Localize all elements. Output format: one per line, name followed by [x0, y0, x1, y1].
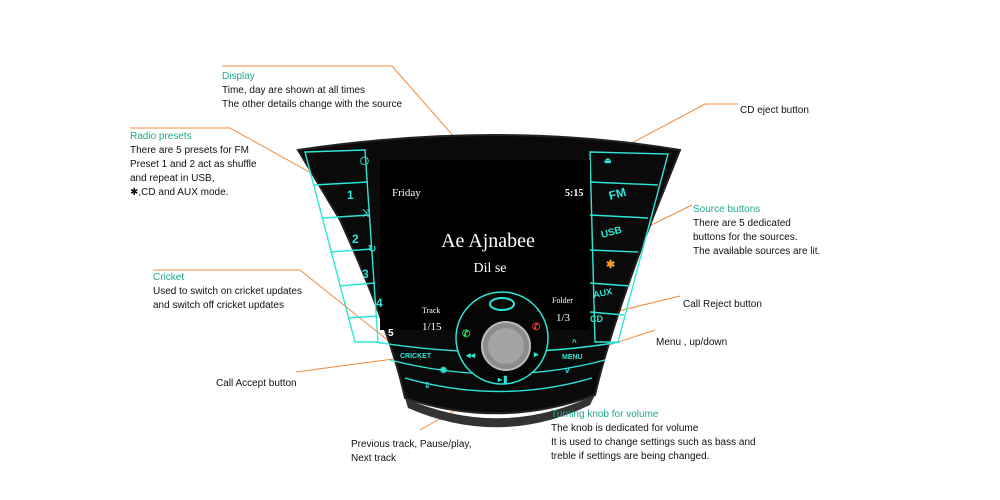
preset-3-label[interactable]: 3 [362, 267, 369, 281]
annotation-knob-line: treble if settings are being changed. [551, 451, 710, 462]
cricket-label[interactable]: CRICKET [400, 353, 432, 360]
cd-eject-icon[interactable]: ⏏ [604, 156, 612, 165]
annotation-display-line: The other details change with the source [222, 99, 403, 110]
annotation-cricket-line: and switch off cricket updates [153, 300, 284, 311]
annotation-call-accept: Call Accept button [216, 377, 297, 391]
annotation-call-reject-line: Call Reject button [683, 299, 762, 310]
annotation-menu-line: Menu , up/down [656, 337, 728, 348]
annotation-display-line: Time, day are shown at all times [222, 85, 366, 96]
preset-4-label[interactable]: 4 [376, 296, 383, 310]
annotation-cricket-line: Used to switch on cricket updates [153, 286, 302, 297]
annotation-source: Source buttons There are 5 dedicated but… [693, 203, 820, 259]
screen-folder-label: Folder [552, 296, 573, 305]
annotation-presets-line: There are 5 presets for FM [130, 145, 249, 156]
previous-track-icon[interactable]: ◂◂ [465, 350, 476, 360]
annotation-cricket: Cricket Used to switch on cricket update… [153, 271, 302, 313]
annotation-presets-line: and repeat in USB, [130, 173, 215, 184]
annotation-source-line: buttons for the sources. [693, 232, 798, 243]
annotation-knob: Turning knob for volume The knob is dedi… [551, 408, 756, 464]
annotation-source-line: The available sources are lit. [693, 246, 821, 257]
annotation-presets: Radio presets There are 5 presets for FM… [130, 130, 257, 200]
source-cd-label[interactable]: CD [590, 314, 603, 324]
device-base [405, 395, 595, 428]
logo-icon [489, 297, 515, 311]
leader-presets [130, 127, 321, 179]
preset-2-label[interactable]: 2 [352, 232, 359, 246]
preset-1-label[interactable]: 1 [347, 188, 354, 202]
screen-day: Friday [392, 187, 421, 199]
annotation-prev-next-line: Next track [351, 453, 397, 464]
play-pause-icon[interactable]: ▸❚ [497, 375, 509, 385]
annotation-source-heading: Source buttons [693, 204, 761, 215]
annotation-call-accept-line: Call Accept button [216, 378, 297, 389]
annotation-cd-eject: CD eject button [740, 104, 809, 118]
screen-album: Dil se [473, 261, 506, 276]
repeat-icon: ↻ [368, 244, 376, 255]
annotation-knob-line: The knob is dedicated for volume [551, 423, 699, 434]
annotation-source-line: There are 5 dedicated [693, 218, 791, 229]
menu-down-icon[interactable]: v [565, 366, 570, 375]
annotation-call-reject: Call Reject button [683, 298, 762, 312]
preset-5-label[interactable]: 5 [388, 328, 394, 339]
shuffle-icon: ⤨ [362, 208, 371, 219]
screen-song: Ae Ajnabee [441, 230, 535, 252]
annotation-knob-line: It is used to change settings such as ba… [551, 437, 756, 448]
annotation-display-heading: Display [222, 71, 255, 82]
annotation-presets-heading: Radio presets [130, 131, 192, 142]
next-track-icon[interactable]: ▸ [533, 349, 539, 359]
annotation-menu: Menu , up/down [656, 336, 727, 350]
menu-up-icon[interactable]: ^ [572, 338, 577, 347]
annotation-cricket-heading: Cricket [153, 272, 185, 283]
screen-folder-value: 1/3 [556, 312, 571, 324]
annotation-cd-eject-line: CD eject button [740, 105, 809, 116]
usb-icon[interactable]: ⇩ [424, 381, 431, 390]
leader-cricket [153, 269, 401, 351]
screen-track-label: Track [422, 306, 440, 315]
bluetooth-icon: ✱ [130, 187, 139, 198]
source-aux-label[interactable]: AUX [592, 286, 613, 300]
annotation-display: Display Time, day are shown at all times… [222, 70, 402, 112]
call-accept-icon[interactable]: ✆ [462, 329, 471, 340]
screen-time: 5:15 [565, 188, 583, 199]
annotation-knob-heading: Turning knob for volume [551, 409, 659, 420]
volume-knob-face [488, 328, 524, 364]
leader-cd-eject [599, 103, 738, 161]
annotation-presets-line: Preset 1 and 2 act as shuffle [130, 159, 257, 170]
screen-track-value: 1/15 [422, 321, 442, 333]
annotation-prev-next: Previous track, Pause/play, Next track [351, 438, 471, 466]
annotation-prev-next-line: Previous track, Pause/play, [351, 439, 472, 450]
annotation-presets-line-4: ✱,CD and AUX mode. [130, 186, 257, 200]
menu-label[interactable]: MENU [562, 354, 583, 361]
source-usb-label[interactable]: USB [600, 225, 623, 241]
power-icon[interactable]: ◯ [360, 156, 369, 166]
source-fm-label[interactable]: FM [607, 185, 627, 203]
call-reject-icon[interactable]: ✆ [532, 322, 541, 333]
bluetooth-icon[interactable]: ✱ [606, 259, 615, 271]
annotation-presets-line: ,CD and AUX mode. [138, 187, 229, 198]
record-icon[interactable]: ◉ [440, 365, 447, 374]
